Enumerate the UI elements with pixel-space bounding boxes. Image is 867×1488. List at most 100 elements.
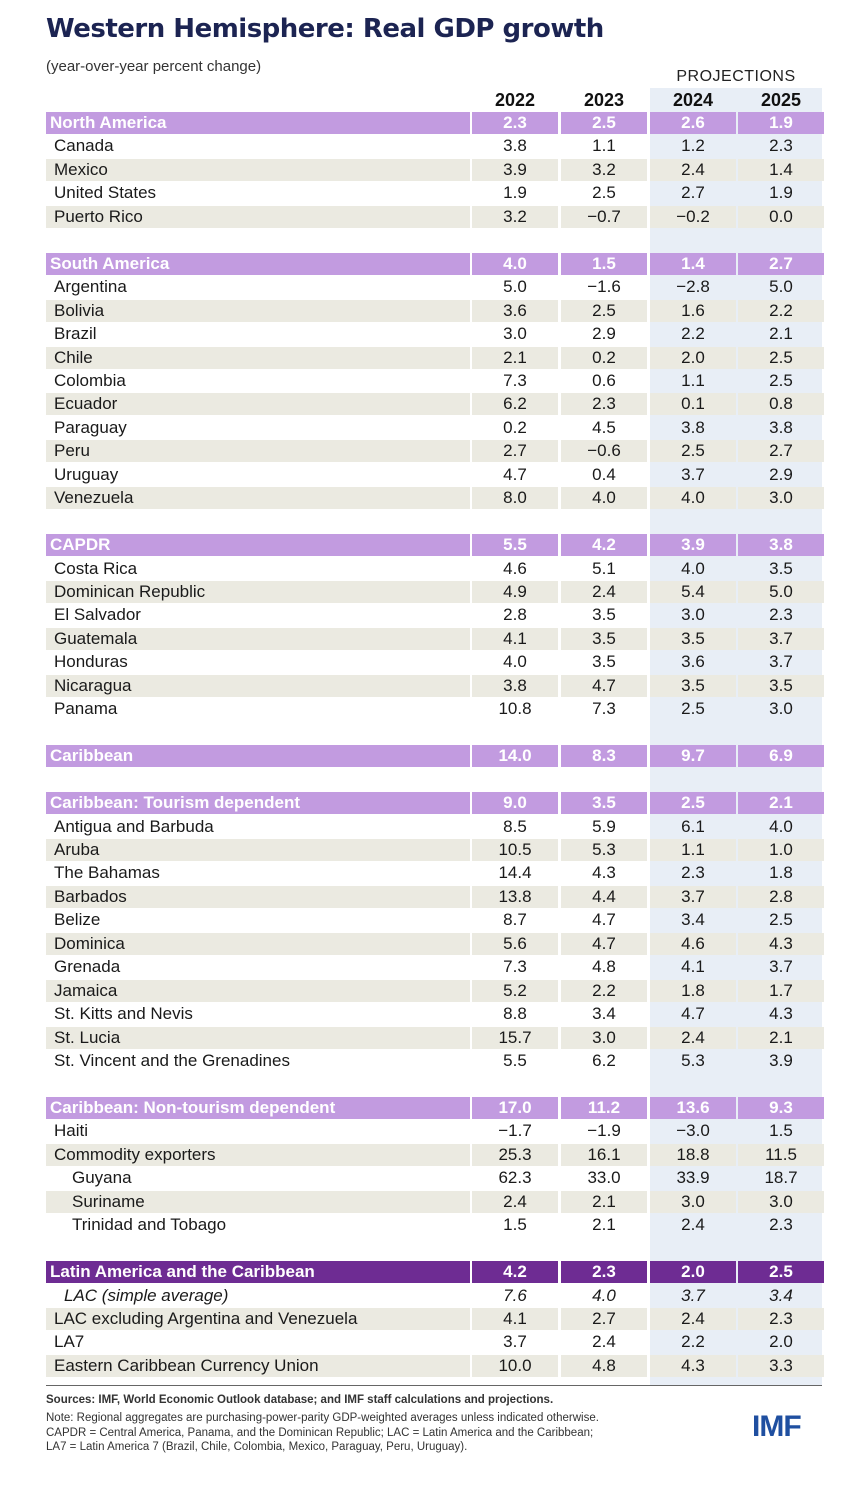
cell-background: [46, 932, 470, 955]
row-label: Eastern Caribbean Currency Union: [54, 1355, 319, 1375]
value-cell-2025: 3.8: [769, 535, 793, 555]
value-cell-2025: 11.5: [765, 1144, 797, 1164]
value-cell-2024: 2.2: [681, 1332, 705, 1352]
group-header-row: South America 4.0 1.5 1.4 2.7: [46, 252, 824, 275]
row-label: LAC excluding Argentina and Venezuela: [54, 1308, 358, 1328]
group-header-row: CAPDR 5.5 4.2 3.9 3.8: [46, 534, 824, 557]
cell-background: [738, 674, 824, 697]
row-label: Puerto Rico: [54, 206, 143, 226]
cell-background: [650, 393, 736, 416]
value-cell-2024: 5.3: [681, 1051, 705, 1070]
table-row: Chile 2.1 0.2 2.0 2.5: [46, 346, 824, 369]
cell-background: [650, 1026, 736, 1049]
year-header: 2024: [672, 90, 714, 110]
value-cell-2022: 62.3: [498, 1168, 532, 1188]
row-label: Commodity exporters: [54, 1144, 216, 1164]
table-row: Ecuador 6.2 2.3 0.1 0.8: [46, 393, 824, 416]
value-cell-2023: 5.1: [592, 558, 616, 578]
value-cell-2025: 3.4: [769, 1285, 793, 1305]
value-cell-2022: 0.2: [503, 417, 527, 437]
value-cell-2022: 3.0: [503, 324, 527, 344]
table-row: Argentina 5.0 −1.6 −2.8 5.0: [46, 276, 822, 298]
value-cell-2022: 3.9: [503, 159, 527, 179]
cell-background: [738, 932, 824, 955]
value-cell-2023: −0.7: [587, 206, 621, 226]
cell-background: [472, 627, 558, 650]
value-cell-2025: 2.8: [769, 886, 793, 906]
value-cell-2023: 2.1: [592, 1191, 616, 1211]
cell-background: [738, 885, 824, 908]
value-cell-2022: 5.2: [503, 980, 527, 1000]
cell-background: [472, 1096, 558, 1119]
value-cell-2022: 10.0: [498, 1355, 532, 1375]
cell-background: [46, 323, 470, 345]
row-label: Ecuador: [54, 394, 118, 414]
value-cell-2023: 0.6: [592, 370, 616, 390]
row-label: CAPDR: [50, 535, 111, 555]
value-cell-2022: 1.5: [503, 1215, 527, 1235]
value-cell-2024: 3.7: [681, 886, 705, 906]
table-row: Dominica 5.6 4.7 4.6 4.3: [46, 932, 824, 955]
value-cell-2025: 2.3: [769, 136, 793, 156]
table-row: Belize 8.7 4.7 3.4 2.5: [46, 909, 822, 931]
row-label: Grenada: [54, 957, 121, 977]
table-row: Suriname 2.4 2.1 3.0 3.0: [46, 1190, 824, 1213]
value-cell-2022: 3.8: [503, 675, 527, 695]
value-cell-2025: 3.7: [769, 957, 793, 977]
row-label: Panama: [54, 699, 118, 719]
cell-background: [561, 627, 647, 650]
row-label: Caribbean: [50, 746, 134, 766]
cell-background: [561, 674, 647, 697]
cell-background: [738, 158, 824, 181]
cell-background: [650, 745, 736, 768]
cell-background: [738, 1026, 824, 1049]
row-label: Brazil: [54, 324, 97, 344]
cell-background: [650, 838, 736, 861]
year-header: 2025: [760, 90, 802, 110]
row-label: Nicaragua: [54, 675, 132, 695]
table-row: LAC (simple average) 7.6 4.0 3.7 3.4: [46, 1285, 822, 1307]
cell-background: [46, 393, 470, 416]
cell-background: [46, 627, 470, 650]
value-cell-2024: 4.0: [681, 558, 705, 578]
cell-background: [561, 487, 647, 510]
value-cell-2022: 3.8: [503, 136, 527, 156]
value-cell-2022: 5.6: [503, 933, 527, 953]
row-label: Venezuela: [54, 488, 134, 508]
group-header-row: Caribbean: Tourism dependent 9.0 3.5 2.5 2.1: [46, 792, 824, 815]
cell-background: [650, 885, 736, 908]
row-label: Costa Rica: [54, 558, 138, 578]
cell-background: [472, 1354, 558, 1377]
table-row: Puerto Rico 3.2 −0.7 −0.2 0.0: [46, 205, 824, 228]
note-line: Note: Regional aggregates are purchasing…: [46, 1412, 599, 1424]
cell-background: [46, 299, 470, 322]
cell-background: [650, 299, 736, 322]
value-cell-2023: 4.7: [592, 910, 616, 930]
value-cell-2024: 2.4: [681, 1027, 705, 1047]
value-cell-2023: −1.6: [587, 277, 621, 297]
page-subtitle: (year-over-year percent change): [46, 58, 262, 75]
cell-background: [46, 112, 470, 134]
notes-block: Note: Regional aggregates are purchasing…: [46, 1411, 736, 1455]
row-label: Dominican Republic: [54, 582, 206, 601]
table-row: LA7 3.7 2.4 2.2 2.0: [46, 1331, 822, 1353]
table-row: St. Kitts and Nevis 8.8 3.4 4.7 4.3: [46, 1003, 822, 1025]
note-line: CAPDR = Central America, Panama, and the…: [46, 1426, 594, 1439]
value-cell-2024: −3.0: [676, 1121, 710, 1141]
cell-background: [561, 299, 647, 322]
cell-background: [561, 932, 647, 955]
table-row: Haiti −1.7 −1.9 −3.0 1.5: [46, 1120, 822, 1142]
row-label: Caribbean: Non-tourism dependent: [50, 1097, 336, 1117]
value-cell-2022: 2.8: [503, 605, 527, 625]
value-cell-2023: 8.3: [592, 746, 616, 766]
cell-background: [46, 792, 470, 815]
value-cell-2025: 3.7: [769, 652, 793, 672]
cell-background: [650, 534, 736, 557]
cell-background: [472, 1261, 558, 1284]
cell-background: [738, 581, 824, 603]
value-cell-2024: 4.6: [681, 933, 705, 953]
value-cell-2022: 8.5: [503, 816, 527, 836]
value-cell-2022: 2.1: [503, 347, 527, 367]
value-cell-2022: 4.0: [503, 253, 527, 273]
table-row: Canada 3.8 1.1 1.2 2.3: [46, 135, 822, 157]
